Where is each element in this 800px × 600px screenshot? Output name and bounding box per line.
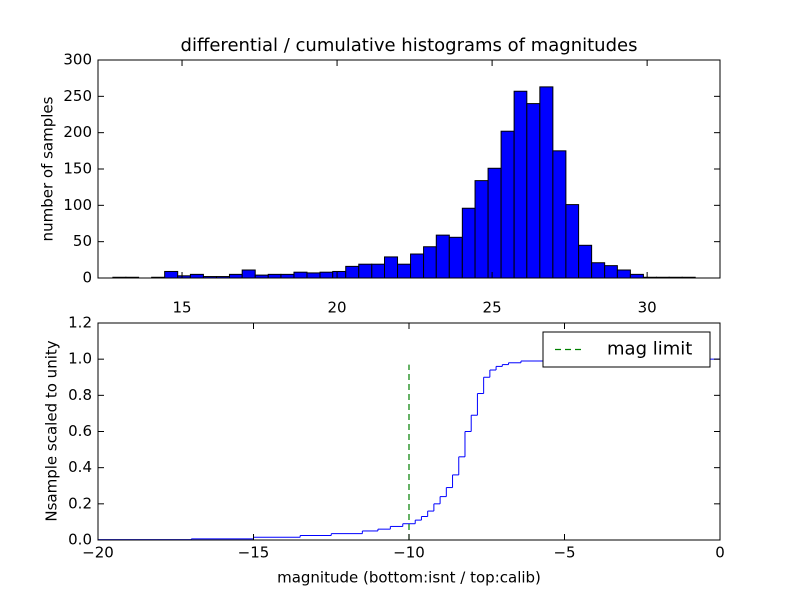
bar bbox=[164, 270, 179, 279]
bar bbox=[578, 244, 593, 279]
y-tick-label: 0.6 bbox=[68, 422, 92, 440]
bar bbox=[384, 256, 399, 279]
bar bbox=[552, 150, 567, 279]
bar bbox=[306, 272, 321, 279]
y-tick-label: 0.0 bbox=[68, 531, 92, 549]
x-tick-label: −5 bbox=[553, 544, 575, 562]
y-tick-label: 0 bbox=[82, 269, 92, 287]
bar bbox=[629, 273, 644, 279]
bar bbox=[280, 273, 295, 279]
y-axis-label: number of samples bbox=[39, 96, 57, 241]
bar bbox=[604, 265, 618, 279]
bar bbox=[293, 271, 308, 279]
y-tick-label: 1.0 bbox=[68, 350, 92, 368]
bar bbox=[616, 269, 631, 279]
y-tick-label: 300 bbox=[63, 51, 92, 69]
bar bbox=[539, 86, 554, 279]
bar bbox=[565, 204, 580, 279]
bar bbox=[241, 269, 256, 279]
y-tick-label: 100 bbox=[63, 196, 92, 214]
bar bbox=[513, 90, 528, 279]
x-tick-label: 30 bbox=[638, 299, 657, 317]
bar bbox=[435, 234, 450, 279]
bar bbox=[410, 253, 425, 279]
bar bbox=[461, 207, 476, 279]
bar bbox=[397, 263, 412, 279]
bar bbox=[371, 263, 386, 279]
bar bbox=[526, 103, 541, 279]
y-tick-label: 0.8 bbox=[68, 386, 92, 404]
y-tick-label: 150 bbox=[63, 160, 92, 178]
bar bbox=[332, 270, 347, 279]
y-axis-label: Nsample scaled to unity bbox=[43, 340, 61, 521]
x-tick-label: 15 bbox=[172, 299, 191, 317]
bar bbox=[228, 273, 243, 279]
y-tick-label: 250 bbox=[63, 87, 92, 105]
bar bbox=[474, 180, 489, 279]
x-tick-label: 25 bbox=[483, 299, 502, 317]
bar bbox=[358, 263, 373, 279]
y-tick-label: 50 bbox=[73, 232, 92, 250]
bar bbox=[189, 273, 204, 279]
y-tick-label: 1.2 bbox=[68, 314, 92, 332]
bar bbox=[319, 271, 334, 279]
bar bbox=[267, 273, 282, 279]
x-tick-label: 0 bbox=[715, 544, 725, 562]
x-tick-label: 20 bbox=[328, 299, 347, 317]
bar bbox=[591, 262, 606, 279]
bar bbox=[345, 265, 360, 279]
x-axis-label: magnitude (bottom:isnt / top:calib) bbox=[277, 569, 541, 587]
x-tick-label: −15 bbox=[238, 544, 270, 562]
chart-title: differential / cumulative histograms of … bbox=[181, 35, 638, 56]
bar bbox=[423, 246, 437, 279]
bar bbox=[487, 167, 502, 279]
x-tick-label: −20 bbox=[82, 544, 114, 562]
legend-label: mag limit bbox=[607, 339, 692, 360]
y-tick-label: 0.2 bbox=[68, 494, 92, 512]
y-tick-label: 0.4 bbox=[68, 458, 92, 476]
x-tick-label: −10 bbox=[393, 544, 425, 562]
y-tick-label: 200 bbox=[63, 123, 92, 141]
bar bbox=[500, 130, 515, 279]
bar bbox=[448, 236, 463, 279]
